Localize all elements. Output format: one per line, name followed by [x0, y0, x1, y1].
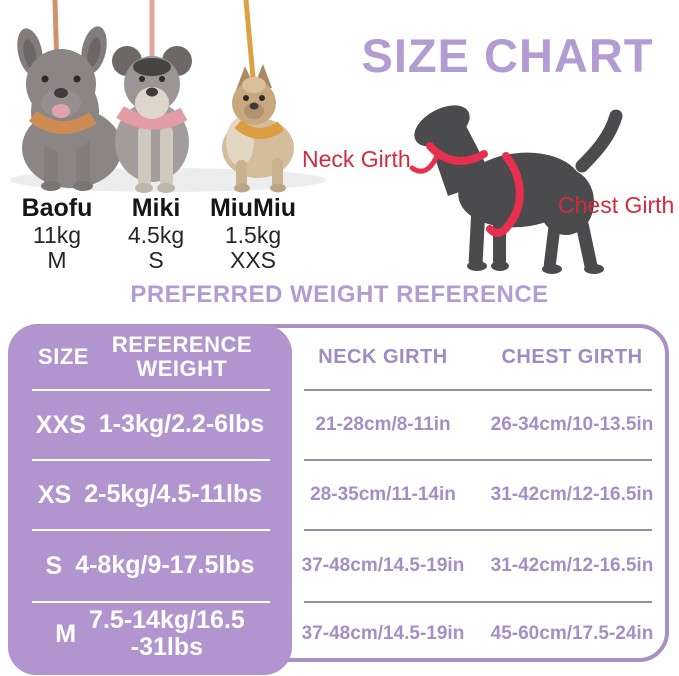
divider [32, 389, 270, 391]
model-label-baofu: Baofu 11kg M [5, 194, 109, 273]
chest-girth-band [486, 152, 524, 237]
divider [304, 601, 652, 603]
neck-girth-label: Neck Girth [302, 146, 411, 172]
divider [304, 389, 652, 391]
table-header-row: SIZE REFERENCE WEIGHT NECK GIRTH CHEST G… [8, 324, 670, 390]
neck-girth-value: 37-48cm/14.5-19in [301, 555, 465, 576]
chest-girth-value: 45-60cm/17.5-24in [490, 623, 654, 644]
dog-models-photo: Baofu 11kg M Miki 4.5kg S MiuMiu 1.5kg X… [0, 0, 335, 273]
chest-girth-value: 31-42cm/12-16.5in [490, 555, 654, 576]
dog-silhouette [414, 105, 623, 274]
size-value: S [45, 551, 63, 580]
weight-value: 7.5-14kg/16.5 -31lbs [89, 605, 245, 661]
chest-girth-label: Chest Girth [558, 192, 675, 218]
dog-models-illustration [10, 0, 326, 193]
model-weight: 1.5kg [224, 222, 282, 248]
harness-band [116, 105, 188, 130]
tail [575, 109, 623, 173]
table-row: M 7.5-14kg/16.5 -31lbs 37-48cm/14.5-19in… [8, 601, 670, 666]
neck-girth-value: 21-28cm/8-11in [315, 414, 451, 435]
divider [32, 529, 270, 531]
neck-girth-value: 28-35cm/11-14in [310, 484, 456, 505]
size-table-left-panel [8, 325, 292, 675]
measurement-diagram: Neck Girth Chest Girth [300, 88, 679, 280]
dog-silhouette-diagram [409, 105, 623, 274]
neck-girth-value: 37-48cm/14.5-19in [301, 623, 465, 644]
table-row: XXS 1-3kg/2.2-6lbs 21-28cm/8-11in 26-34c… [8, 389, 670, 460]
model-weight: 4.5kg [127, 222, 185, 248]
size-table: SIZE REFERENCE WEIGHT NECK GIRTH CHEST G… [8, 324, 670, 675]
weight-value: 2-5kg/4.5-11lbs [84, 480, 263, 509]
model-label-miumiu: MiuMiu 1.5kg XXS [201, 194, 305, 273]
model-size: M [47, 247, 67, 273]
header-size: SIZE [38, 344, 89, 369]
size-value: XS [37, 480, 72, 509]
page-title: SIZE CHART [361, 29, 654, 82]
model-size: XXS [229, 247, 277, 273]
model-weight: 11kg [32, 222, 82, 248]
model-size: S [148, 247, 164, 273]
harness-band [234, 119, 285, 139]
size-value: XXS [35, 410, 86, 439]
section-heading: PREFERRED WEIGHT REFERENCE [130, 281, 549, 308]
model-name: Miki [131, 194, 181, 222]
schnauzer-illustration [112, 46, 192, 193]
table-row: S 4-8kg/9-17.5lbs 37-48cm/14.5-19in 31-4… [8, 529, 670, 602]
weight-value: 1-3kg/2.2-6lbs [98, 410, 265, 439]
chest-girth-value: 26-34cm/10-13.5in [490, 414, 654, 435]
divider [304, 459, 652, 461]
divider [32, 459, 270, 461]
model-name: Baofu [21, 194, 93, 222]
divider [304, 529, 652, 531]
header-reference-weight: REFERENCE WEIGHT [111, 332, 253, 381]
neck-girth-pointer [409, 155, 439, 174]
chest-girth-value: 31-42cm/12-16.5in [490, 484, 654, 505]
header-neck-girth: NECK GIRTH [318, 345, 448, 368]
model-labels: Baofu 11kg M Miki 4.5kg S MiuMiu 1.5kg X… [0, 194, 335, 278]
harness-band [28, 110, 97, 134]
yorkie-illustration [222, 64, 294, 193]
header-chest-girth: CHEST GIRTH [501, 345, 643, 368]
model-name: MiuMiu [209, 194, 297, 222]
neck-girth-band [426, 142, 488, 165]
french-bulldog-illustration [17, 26, 122, 191]
weight-value: 4-8kg/9-17.5lbs [75, 551, 255, 580]
size-value: M [55, 619, 77, 648]
divider [32, 601, 270, 603]
table-row: XS 2-5kg/4.5-11lbs 28-35cm/11-14in 31-42… [8, 459, 670, 530]
model-label-miki: Miki 4.5kg S [104, 194, 208, 273]
